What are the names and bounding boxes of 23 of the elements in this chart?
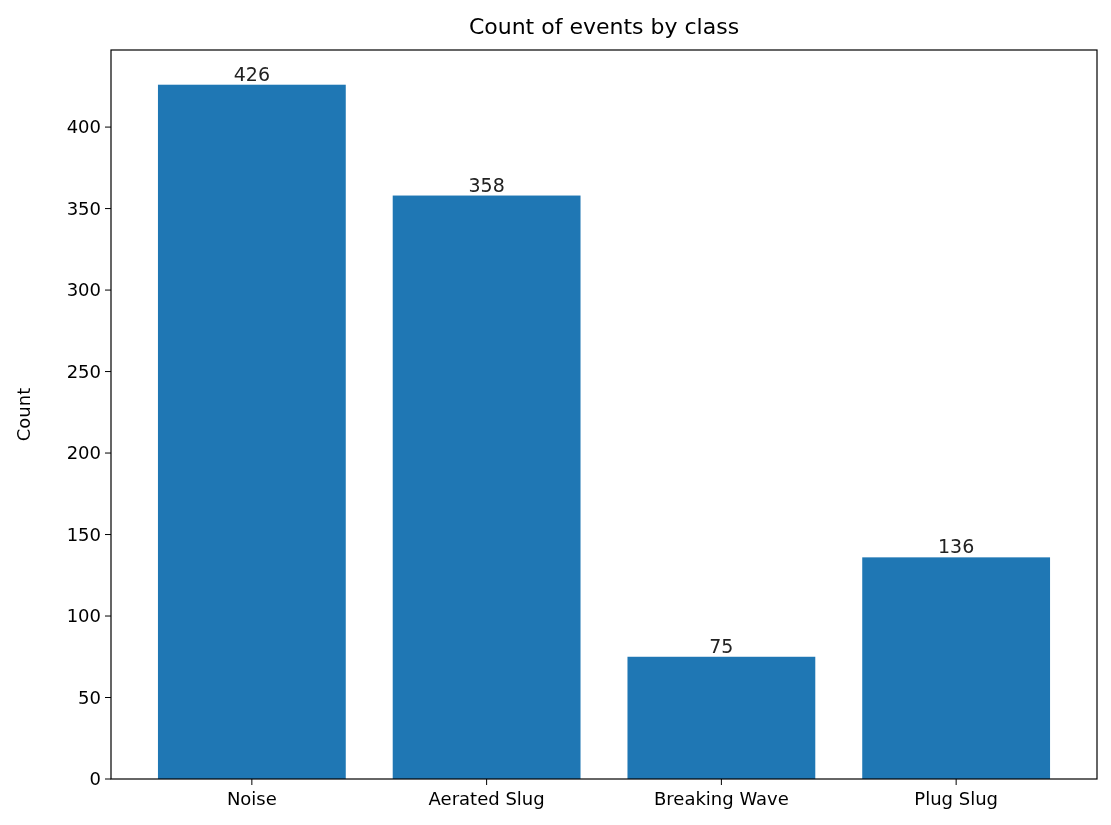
y-tick-label: 0 [89, 768, 101, 790]
data-label: 426 [233, 62, 270, 85]
x-tick-label: Noise [226, 788, 277, 809]
y-tick-label: 150 [66, 523, 101, 545]
bar [627, 656, 816, 779]
x-tick-label: Plug Slug [914, 788, 998, 809]
y-tick-label: 50 [78, 686, 101, 708]
data-label: 136 [938, 535, 975, 558]
y-tick-label: 200 [66, 442, 101, 464]
y-tick-label: 350 [66, 197, 101, 219]
y-tick-label: 250 [66, 360, 101, 382]
y-tick-label: 400 [66, 116, 101, 138]
x-tick-label: Aerated Slug [428, 788, 545, 809]
bar [157, 84, 346, 779]
bar [392, 195, 581, 779]
y-axis-title: Count [13, 387, 34, 442]
chart-title: Count of events by class [468, 14, 740, 39]
x-tick-label: Breaking Wave [653, 788, 789, 809]
bar [862, 557, 1051, 779]
y-tick-label: 100 [66, 605, 101, 627]
y-tick-label: 300 [66, 279, 101, 301]
data-label: 358 [468, 173, 505, 196]
data-label: 75 [709, 634, 734, 657]
